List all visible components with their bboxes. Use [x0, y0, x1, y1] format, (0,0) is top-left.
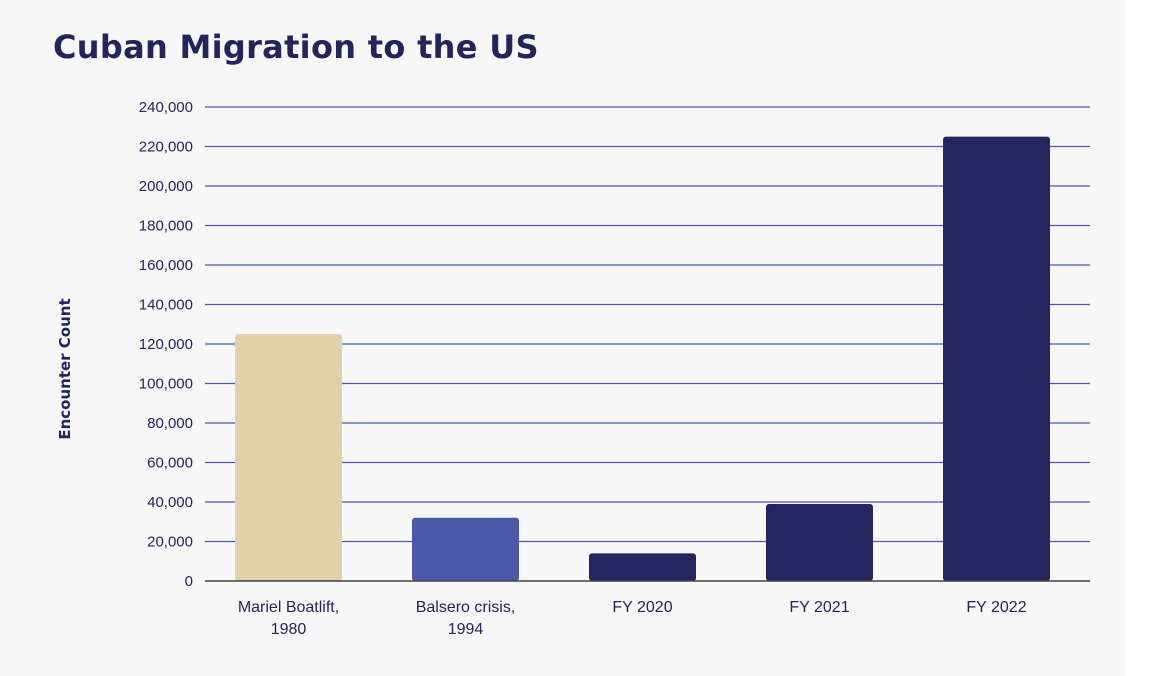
y-tick-label: 240,000 [139, 99, 193, 116]
y-tick-label: 220,000 [139, 139, 193, 156]
x-tick-label: Mariel Boatlift, [238, 599, 339, 616]
bar [235, 334, 342, 581]
y-tick-label: 0 [185, 573, 193, 590]
y-tick-label: 200,000 [139, 178, 193, 195]
y-tick-label: 180,000 [139, 218, 193, 235]
x-tick-label: 1980 [271, 621, 307, 638]
x-tick-label: FY 2022 [966, 599, 1026, 616]
x-tick-label: FY 2021 [789, 599, 849, 616]
x-tick-label: Balsero crisis, [416, 599, 516, 616]
x-tick-label: 1994 [448, 621, 484, 638]
y-tick-label: 140,000 [139, 297, 193, 314]
chart-card: Cuban Migration to the US 0 20,000 40,000 6… [53, 28, 1090, 638]
y-tick-label: 100,000 [139, 376, 193, 393]
bar [412, 517, 519, 581]
x-tick-label: FY 2020 [612, 599, 672, 616]
y-tick-label: 20,000 [147, 534, 193, 551]
y-axis-title: Encounter Count [56, 298, 74, 439]
chart-title: Cuban Migration to the US [53, 28, 539, 66]
y-tick-label: 120,000 [139, 336, 193, 353]
bar [766, 503, 873, 581]
bar [589, 553, 696, 581]
y-tick-label: 60,000 [147, 455, 193, 472]
bar-chart: 0 20,000 40,000 60,000 80,000 100,000 120,000 1… [56, 99, 1090, 638]
bar [943, 136, 1050, 581]
y-tick-label: 40,000 [147, 494, 193, 511]
y-tick-label: 80,000 [147, 415, 193, 432]
y-tick-label: 160,000 [139, 257, 193, 274]
